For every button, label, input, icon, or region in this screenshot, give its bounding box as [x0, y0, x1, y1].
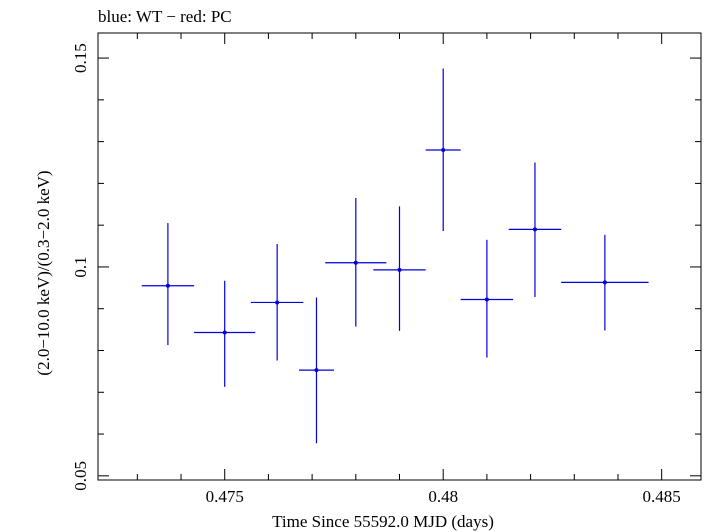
y-tick-label: 0.05: [71, 461, 90, 491]
data-point: [460, 239, 514, 358]
data-point: [250, 243, 304, 361]
point-marker: [353, 260, 358, 265]
data-point: [325, 198, 387, 327]
data-point: [561, 234, 649, 331]
data-point: [299, 297, 334, 444]
point-marker: [532, 227, 537, 232]
point-marker: [484, 297, 489, 302]
chart-title: blue: WT − red: PC: [98, 7, 232, 26]
y-tick-label: 0.1: [71, 256, 90, 277]
x-tick-label: 0.475: [206, 487, 244, 506]
point-marker: [275, 300, 280, 305]
x-tick-label: 0.485: [643, 487, 681, 506]
point-marker: [314, 368, 319, 373]
data-point: [508, 162, 562, 298]
point-marker: [397, 267, 402, 272]
data-point: [141, 223, 195, 346]
data-point: [194, 280, 256, 387]
data-point: [425, 68, 461, 232]
point-marker: [165, 283, 170, 288]
data-points: [141, 68, 649, 444]
x-tick-label: 0.48: [428, 487, 458, 506]
point-marker: [441, 147, 446, 152]
point-marker: [602, 280, 607, 285]
data-point: [373, 206, 426, 331]
axis-ticks: [98, 33, 701, 480]
point-marker: [222, 330, 227, 335]
y-axis-label: (2.0−10.0 keV)/(0.3−2.0 keV): [34, 170, 53, 375]
x-axis-label: Time Since 55592.0 MJD (days): [272, 512, 494, 531]
axis-tick-labels: 0.475 0.48 0.485 0.05 0.1 0.15: [71, 43, 681, 506]
y-tick-label: 0.15: [71, 43, 90, 73]
